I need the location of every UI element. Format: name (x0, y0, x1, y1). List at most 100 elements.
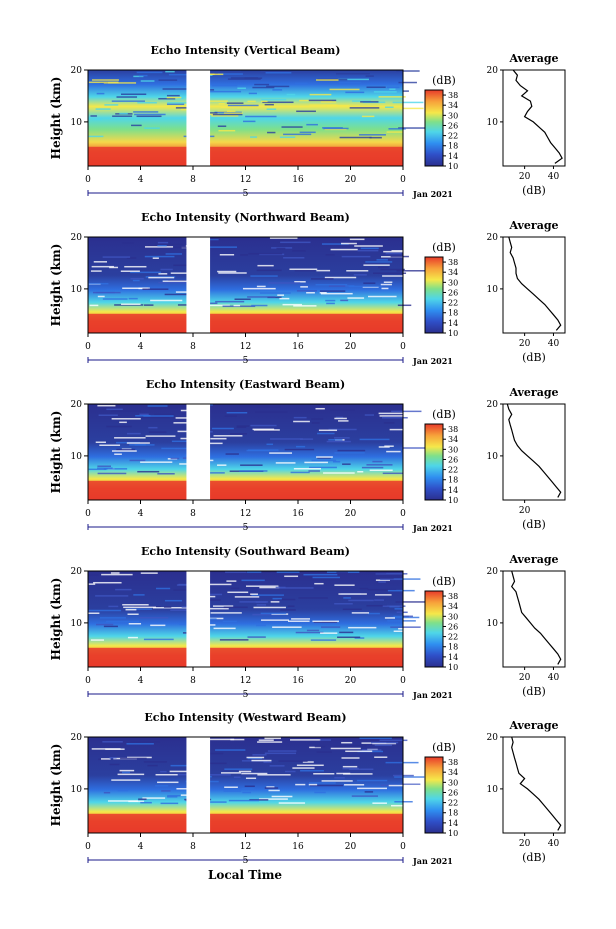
average-y-tick-label: 20 (487, 733, 499, 743)
average-x-tick-label: 40 (548, 839, 560, 849)
average-y-tick-label: 20 (487, 66, 499, 76)
x-tick-label: 8 (190, 342, 196, 352)
colorbar-tick-label: 18 (448, 643, 458, 652)
colorbar-label: (dB) (432, 241, 456, 254)
colorbar-tick-label: 30 (448, 445, 458, 454)
colorbar-tick-label: 26 (448, 788, 458, 797)
y-tick-label: 20 (71, 400, 83, 410)
x-tick-label: 16 (292, 175, 304, 185)
colorbar-tick-label: 14 (448, 653, 458, 662)
colorbar-tick-label: 18 (448, 309, 458, 318)
average-title: Average (508, 52, 558, 65)
average-title: Average (508, 719, 558, 732)
colorbar-tick-label: 30 (448, 111, 458, 120)
average-x-tick-label: 20 (519, 673, 531, 683)
x-tick-label: 8 (190, 676, 196, 686)
colorbar-tick-label: 30 (448, 278, 458, 287)
x-tick-label: 20 (345, 175, 357, 185)
colorbar-tick-label: 10 (448, 663, 458, 672)
average-y-tick-label: 20 (487, 567, 499, 577)
average-x-tick-label: 20 (519, 172, 531, 182)
x-tick-label: 0 (85, 842, 91, 852)
average-profile-line (508, 236, 562, 331)
x-tick-label: 4 (138, 842, 144, 852)
x-tick-label: 16 (292, 842, 304, 852)
average-y-tick-label: 10 (487, 452, 499, 462)
average-x-label: (dB) (522, 685, 546, 698)
y-axis-label: Height (km) (49, 744, 63, 827)
x-tick-label: 12 (240, 676, 251, 686)
average-frame (502, 403, 566, 501)
x-tick-label: 0 (400, 676, 406, 686)
colorbar-label: (dB) (432, 741, 456, 754)
average-x-label: (dB) (522, 518, 546, 531)
colorbar-tick-label: 34 (448, 101, 458, 110)
x-tick-label: 4 (138, 342, 144, 352)
average-title: Average (508, 386, 558, 399)
y-axis-label: Height (km) (49, 244, 63, 327)
colorbar-label: (dB) (432, 408, 456, 421)
average-y-tick-label: 10 (487, 785, 499, 795)
surface-echo-layer (88, 647, 403, 667)
colorbar-tick-label: 10 (448, 496, 458, 505)
x-tick-label: 16 (292, 509, 304, 519)
x-tick-label: 4 (138, 509, 144, 519)
colorbar-tick-label: 38 (448, 425, 458, 434)
colorbar-tick-label: 38 (448, 592, 458, 601)
x-tick-label: 12 (240, 842, 251, 852)
colorbar-tick-label: 26 (448, 622, 458, 631)
date-label: Jan 2021 (412, 856, 453, 866)
average-y-tick-label: 10 (487, 285, 499, 295)
colorbar-tick-label: 18 (448, 809, 458, 818)
date-label: Jan 2021 (412, 189, 453, 199)
y-axis-label: Height (km) (49, 578, 63, 661)
colorbar-tick-label: 18 (448, 476, 458, 485)
surface-echo-layer (88, 813, 403, 833)
chart-title: Echo Intensity (Vertical Beam) (150, 44, 340, 57)
x-axis-label: Local Time (208, 868, 282, 882)
colorbar (424, 256, 444, 334)
y-tick-label: 20 (71, 567, 83, 577)
panel-5: Echo Intensity (Westward Beam) 20 10 Height… (49, 711, 566, 866)
data-gap (186, 737, 211, 833)
surface-echo-layer (88, 146, 403, 166)
chart-title: Echo Intensity (Southward Beam) (141, 545, 350, 558)
y-tick-label: 10 (71, 785, 83, 795)
date-marker: 5 (243, 856, 249, 866)
average-profile-line (512, 69, 563, 164)
x-tick-label: 20 (345, 676, 357, 686)
colorbar-tick-label: 22 (448, 633, 458, 642)
average-x-tick-label: 20 (519, 339, 531, 349)
average-x-label: (dB) (522, 351, 546, 364)
chart-title: Echo Intensity (Northward Beam) (141, 211, 350, 224)
colorbar-label: (dB) (432, 575, 456, 588)
colorbar (424, 590, 444, 668)
average-profile-line (511, 736, 562, 831)
y-tick-label: 20 (71, 233, 83, 243)
average-x-label: (dB) (522, 851, 546, 864)
average-title: Average (508, 553, 558, 566)
colorbar (424, 756, 444, 834)
panel-1: Echo Intensity (Vertical Beam) 20 10 Height… (49, 44, 566, 199)
average-frame (502, 736, 566, 834)
date-marker: 5 (243, 189, 249, 199)
data-gap (186, 237, 211, 333)
x-tick-label: 4 (138, 676, 144, 686)
data-gap (186, 70, 211, 166)
data-gap (186, 571, 211, 667)
x-tick-label: 0 (85, 676, 91, 686)
colorbar-tick-label: 18 (448, 142, 458, 151)
date-label: Jan 2021 (412, 356, 453, 366)
colorbar-tick-label: 14 (448, 819, 458, 828)
average-x-tick-label: 20 (519, 839, 531, 849)
x-tick-label: 12 (240, 175, 251, 185)
colorbar-tick-label: 30 (448, 612, 458, 621)
average-x-label: (dB) (522, 184, 546, 197)
y-tick-label: 10 (71, 118, 83, 128)
colorbar-tick-label: 38 (448, 258, 458, 267)
colorbar-tick-label: 22 (448, 299, 458, 308)
panel-2: Echo Intensity (Northward Beam) 20 10 Heigh… (49, 211, 566, 366)
chart-title: Echo Intensity (Eastward Beam) (146, 378, 345, 391)
date-marker: 5 (243, 690, 249, 700)
